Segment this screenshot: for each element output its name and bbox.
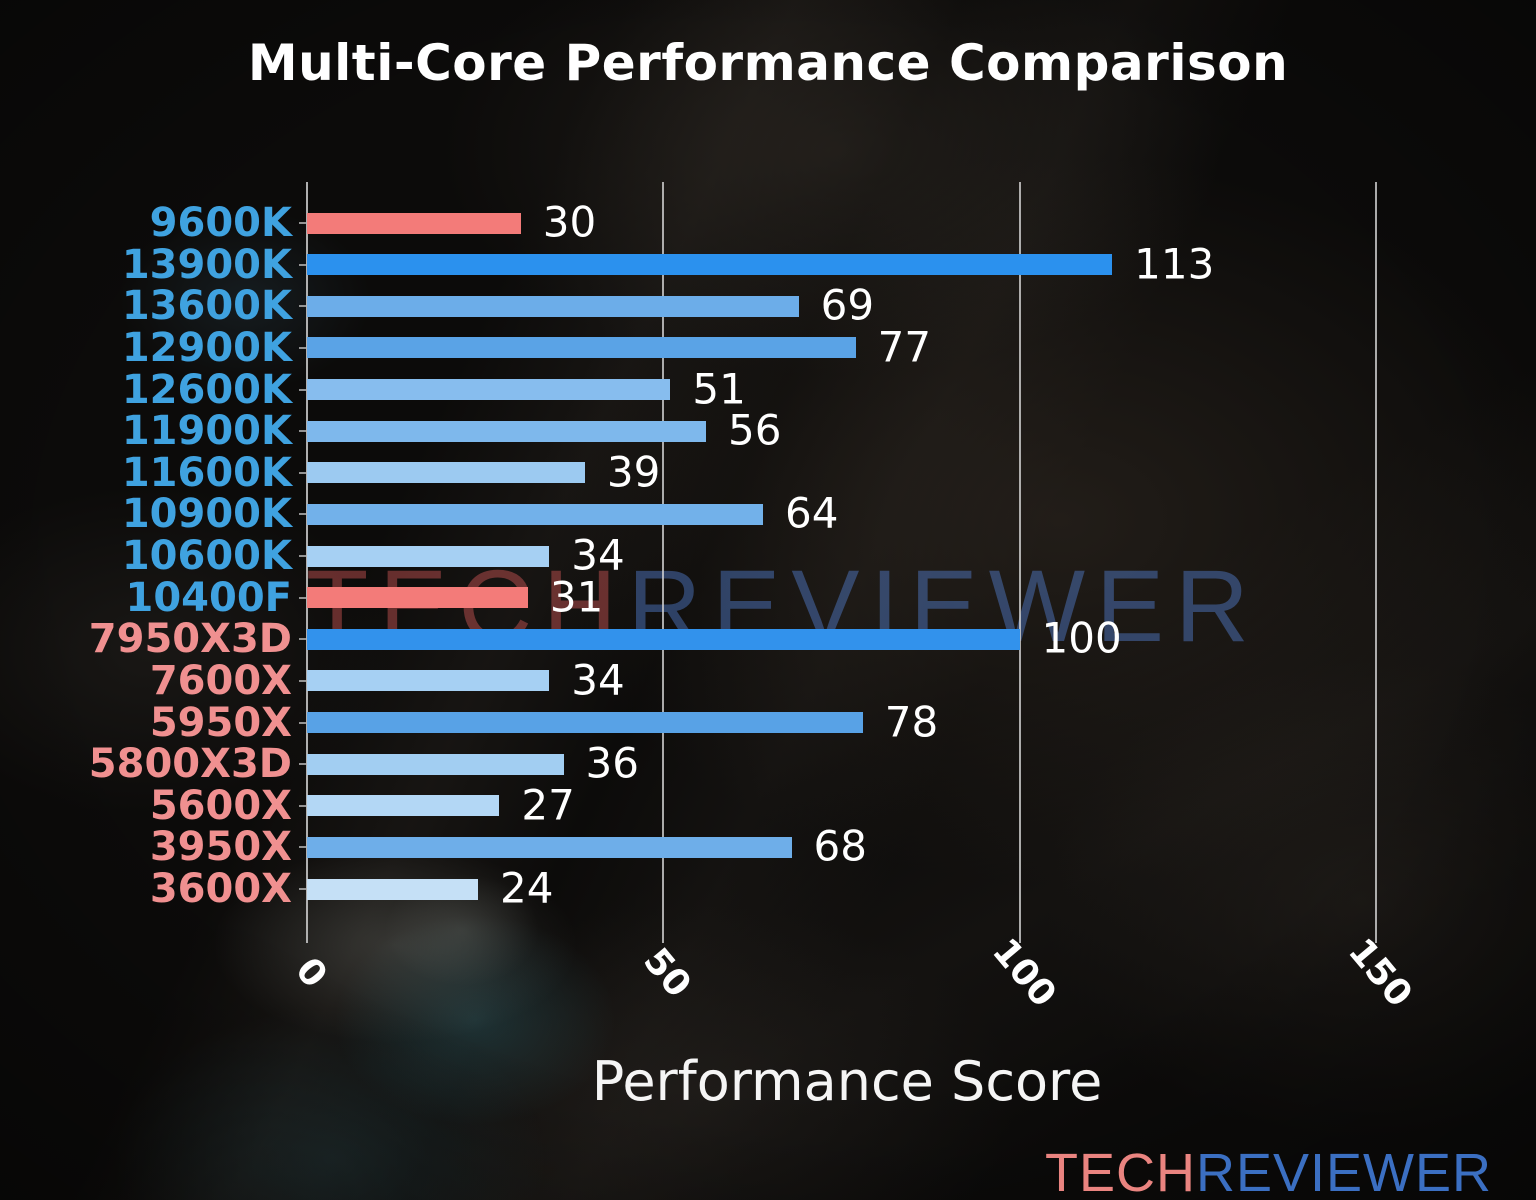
- bar-value-label: 100: [1041, 613, 1122, 663]
- bar-value-label: 24: [500, 863, 554, 913]
- bar-3950X: [307, 836, 792, 858]
- bar-value-label: 68: [813, 821, 867, 871]
- bar-5600X: [307, 795, 500, 817]
- bar-value-label: 64: [785, 488, 839, 538]
- bar-value-label: 77: [877, 322, 932, 372]
- bar-11600K: [307, 462, 585, 484]
- y-tick-mark: [299, 471, 307, 474]
- bar-value-label: 27: [521, 780, 575, 830]
- bar-11900K: [307, 420, 706, 442]
- brand-logo: TECHREVIEWER: [1045, 1142, 1492, 1200]
- y-tick-mark: [299, 513, 307, 516]
- bar-value-label: 34: [571, 655, 625, 705]
- x-gridline: [662, 182, 665, 930]
- brand-logo-tech: TECH: [1044, 1143, 1196, 1200]
- y-tick-mark: [299, 263, 307, 266]
- bar-value-label: 36: [585, 738, 639, 788]
- chart-title: Multi-Core Performance Comparison: [247, 34, 1289, 92]
- bar-value-label: 31: [549, 572, 604, 622]
- y-tick-mark: [299, 679, 307, 682]
- y-tick-mark: [299, 346, 307, 349]
- bar-12900K: [307, 337, 856, 359]
- bar-13900K: [307, 254, 1113, 276]
- y-axis-label: 3600X: [149, 866, 292, 913]
- bar-10900K: [307, 503, 763, 525]
- bar-7950X3D: [307, 628, 1020, 650]
- bar-value-label: 30: [542, 197, 597, 247]
- bar-13600K: [307, 295, 799, 317]
- bar-5950X: [307, 712, 863, 734]
- y-tick-mark: [299, 305, 307, 308]
- y-tick-mark: [299, 888, 307, 891]
- bar-3600X: [307, 878, 478, 900]
- y-tick-mark: [299, 763, 307, 766]
- bar-value-label: 39: [606, 447, 661, 497]
- bar-value-label: 69: [820, 280, 875, 330]
- y-tick-mark: [299, 721, 307, 724]
- bar-7600X: [307, 670, 550, 692]
- y-tick-mark: [299, 430, 307, 433]
- bar-9600K: [307, 212, 521, 234]
- y-tick-mark: [299, 596, 307, 599]
- y-tick-mark: [299, 846, 307, 849]
- bar-5800X3D: [307, 753, 564, 775]
- y-tick-mark: [299, 804, 307, 807]
- bar-10400F: [307, 587, 528, 609]
- brand-logo-reviewer: REVIEWER: [1195, 1143, 1492, 1200]
- x-tick-mark: [306, 930, 308, 943]
- x-gridline: [1374, 182, 1377, 930]
- x-gridline: [1018, 182, 1021, 930]
- plot-area: 0 50 100 150 30 113 69 77 51 56 39 64 34 31 100 34 78 36 2…: [287, 182, 1490, 1015]
- bar-value-label: 56: [728, 405, 782, 455]
- y-tick-mark: [299, 555, 307, 558]
- y-tick-mark: [299, 388, 307, 391]
- bar-12600K: [307, 379, 671, 401]
- bar-value-label: 78: [884, 697, 939, 747]
- bar-value-label: 113: [1134, 239, 1215, 289]
- x-axis-title: Performance Score: [591, 1050, 1103, 1113]
- y-tick-mark: [299, 638, 307, 641]
- y-tick-mark: [299, 222, 307, 224]
- bar-10600K: [307, 545, 550, 567]
